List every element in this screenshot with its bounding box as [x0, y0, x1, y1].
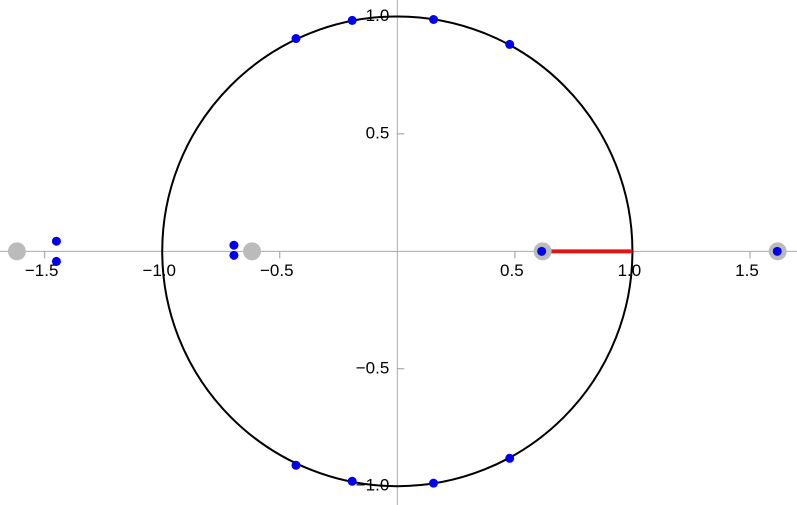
x-tick-label: −1.5	[25, 261, 59, 280]
point	[51, 236, 61, 246]
y-tick-label: 1.0	[366, 6, 390, 25]
point	[505, 453, 515, 463]
point	[7, 242, 26, 261]
point	[291, 34, 301, 44]
x-tick-label: −0.5	[260, 261, 294, 280]
y-tick-label: 0.5	[366, 123, 390, 142]
point	[429, 478, 439, 488]
point	[537, 246, 547, 256]
point	[229, 240, 239, 250]
point	[429, 14, 439, 24]
point	[51, 256, 61, 266]
x-tick-label: 1.5	[735, 261, 759, 280]
point	[229, 250, 239, 260]
x-tick-label: −1.0	[142, 261, 176, 280]
point	[291, 460, 301, 470]
point	[347, 476, 357, 486]
point	[243, 242, 262, 261]
point	[347, 15, 357, 25]
point	[772, 246, 782, 256]
y-tick-label: −0.5	[356, 358, 390, 377]
x-tick-label: 1.0	[618, 261, 642, 280]
x-tick-label: 0.5	[500, 261, 524, 280]
point	[505, 39, 515, 49]
